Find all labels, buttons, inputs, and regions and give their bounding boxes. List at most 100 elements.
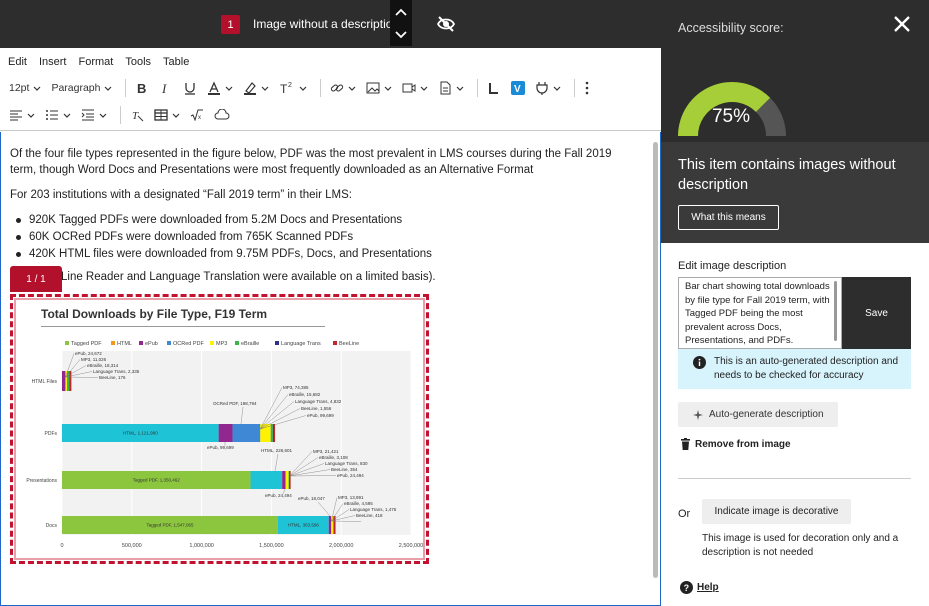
underline-button[interactable] [180,77,200,99]
leader-line [289,457,319,477]
bar-segment [334,516,336,534]
issue-navigation-bar: 1 Image without a description [0,0,661,48]
table-icon [154,109,168,121]
save-button[interactable]: Save [842,277,911,349]
bar-segment [260,424,271,442]
leader-line [65,371,93,378]
hide-highlight-eye-icon[interactable] [436,15,456,33]
lti-tool-button[interactable] [484,77,504,99]
menu-format[interactable]: Format [78,55,114,68]
legend-label: Language Trans [281,341,321,347]
auto-generate-button[interactable]: Auto-generate description [678,402,838,427]
legend-swatch [139,341,143,345]
remove-from-image-label: Remove from image [695,438,791,450]
svg-text:T: T [280,82,288,95]
vimeo-button[interactable]: V [508,77,528,99]
image-description-textarea[interactable]: Bar chart showing total downloads by fil… [678,277,842,349]
text-color-button[interactable] [204,77,236,99]
chevron-down-icon [421,86,428,91]
category-label: Presentations [26,478,57,484]
lti-tool-icon [489,83,499,94]
toolbar-divider [120,106,121,124]
media-button[interactable] [399,77,431,99]
image-button[interactable] [363,77,395,99]
what-this-means-button[interactable]: What this means [678,205,779,230]
stats-list: 920K Tagged PDFs were downloaded from 5.… [16,212,647,263]
bar-segment [62,516,278,534]
data-label: Language Trans, 4,832 [295,399,342,404]
data-label: HTML, 226,601 [261,448,293,453]
chevron-down-icon [554,86,561,91]
data-label: Tagged PDF, 1,547,065 [146,523,194,528]
highlight-color-button[interactable] [240,77,272,99]
more-button[interactable] [581,77,593,99]
trash-icon [681,438,690,450]
menu-edit[interactable]: Edit [8,55,27,68]
underline-icon [185,83,196,95]
leader-line [65,353,75,378]
menu-table[interactable]: Table [163,55,190,68]
or-label: Or [678,508,691,520]
chevron-down-icon [34,86,41,91]
leader-line [260,401,295,430]
italic-button[interactable]: I [156,77,176,99]
menu-tools[interactable]: Tools [125,55,152,68]
vimeo-icon: V [511,81,526,95]
font-size-value: 12pt [9,82,30,94]
align-button[interactable] [6,104,38,126]
indent-button[interactable] [78,104,110,126]
bar-segment [273,424,276,442]
svg-text:x: x [198,115,201,121]
bar-segment [331,516,334,534]
legend-label: OCRed PDF [173,341,205,347]
panel-divider [678,478,911,479]
legend-swatch [333,341,337,345]
highlighter-icon [244,82,257,95]
list-item: 920K Tagged PDFs were downloaded from 5.… [16,212,647,229]
bar-segment [285,471,289,489]
remove-from-image-button[interactable]: Remove from image [680,438,791,450]
font-size-select[interactable]: 12pt [6,77,44,99]
chevron-down-icon[interactable] [395,30,407,39]
data-label: ePub, 99,699 [207,445,234,450]
menu-insert[interactable]: Insert [38,55,67,68]
content-scrollbar[interactable] [653,142,658,578]
leader-line [260,394,289,430]
help-label: Help [697,582,719,593]
bold-button[interactable]: B [132,77,152,99]
auto-generate-label: Auto-generate description [709,409,824,420]
chevron-up-icon[interactable] [395,8,407,16]
bar-segment [62,371,66,391]
description-scrollbar[interactable] [834,281,837,341]
data-label: HTML, 1,121,980 [123,431,158,436]
document-button[interactable] [435,77,467,99]
bar-segment [69,371,72,391]
help-link[interactable]: ? Help [680,581,719,594]
svg-text:2: 2 [288,82,292,89]
plug-icon [536,82,549,95]
bullet-list-button[interactable] [42,104,74,126]
editor-content[interactable]: Of the four file types represented in th… [0,132,661,606]
data-label: ePub, 99,699 [307,413,334,418]
clear-formatting-button[interactable]: T [127,104,147,126]
bar-segment [277,516,329,534]
close-icon[interactable] [892,14,912,34]
table-button[interactable] [151,104,183,126]
data-label: OCRed PDF, 198,794 [213,401,257,406]
mark-decorative-button[interactable]: Indicate image is decorative [702,499,851,524]
leader-line [289,469,331,477]
block-format-select[interactable]: Paragraph [48,77,115,99]
legend-swatch [167,341,171,345]
link-button[interactable] [327,77,359,99]
legend-swatch [210,341,214,345]
italic-icon: I [161,81,167,95]
cloud-upload-button[interactable] [211,104,233,126]
leader-line [331,520,362,522]
apps-button[interactable] [532,77,564,99]
flagged-chart-image[interactable]: Total Downloads by File Type, F19 Term 0… [10,294,429,564]
equation-button[interactable]: x [187,104,207,126]
issue-summary-section [661,142,929,243]
bar-segment [282,471,286,489]
